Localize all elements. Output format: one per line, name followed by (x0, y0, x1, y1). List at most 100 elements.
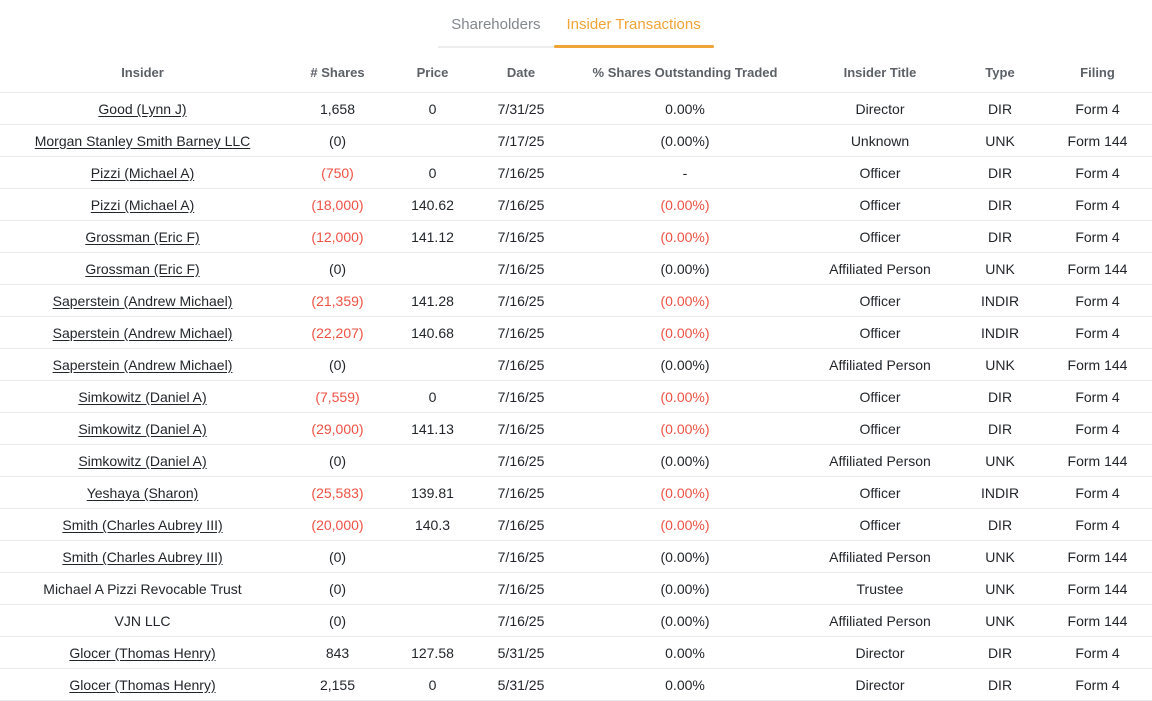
type-cell: UNK (985, 132, 1015, 149)
price-cell: 140.3 (414, 516, 451, 533)
type-cell: DIR (987, 100, 1013, 117)
pct-shares-traded-cell: (0.00%) (660, 484, 710, 501)
table-row: Saperstein (Andrew Michael) (0) 7/16/25 (0.… (0, 348, 1152, 381)
pct-shares-traded-cell: 0.00% (665, 644, 705, 661)
filing-cell: Form 144 (1067, 452, 1128, 469)
insider-title-cell: Officer (859, 228, 901, 245)
filing-cell: Form 4 (1075, 676, 1120, 693)
price-cell: 127.58 (411, 644, 454, 661)
table-row: Simkowitz (Daniel A) (29,000) 141.13 7/16/2… (0, 412, 1152, 445)
insider-link[interactable]: Glocer (Thomas Henry) (69, 676, 216, 693)
insider-link[interactable]: Saperstein (Andrew Michael) (52, 356, 233, 373)
insider-link[interactable]: Grossman (Eric F) (85, 228, 200, 245)
shares-cell: 2,155 (319, 676, 356, 693)
filing-cell: Form 4 (1075, 388, 1120, 405)
insider-title-cell: Affiliated Person (829, 260, 931, 277)
tab-insider-transactions[interactable]: Insider Transactions (553, 6, 714, 48)
date-cell: 7/16/25 (497, 420, 545, 437)
pct-shares-traded-cell: (0.00%) (660, 260, 710, 277)
table-row: Glocer (Thomas Henry) 2,155 0 5/31/25 0.00% D… (0, 668, 1152, 701)
column-header-6[interactable]: Type (957, 50, 1043, 93)
tab-shareholders[interactable]: Shareholders (438, 6, 554, 48)
table-row: Pizzi (Michael A) (750) 0 7/16/25 - Officer DI… (0, 156, 1152, 189)
column-header-2[interactable]: Price (390, 50, 475, 93)
table-row: Simkowitz (Daniel A) (7,559) 0 7/16/25 (0.00… (0, 380, 1152, 413)
table-header-row: Insider # Shares Price Date% Shares Outstan… (0, 50, 1152, 93)
insider-title-cell: Trustee (856, 580, 904, 597)
insider-title-cell: Affiliated Person (829, 612, 931, 629)
shares-cell: (7,559) (315, 388, 360, 405)
shares-cell: (0) (328, 580, 347, 597)
column-header-1[interactable]: # Shares (285, 50, 390, 93)
insider-link[interactable]: Simkowitz (Daniel A) (78, 388, 207, 405)
insider-link[interactable]: Simkowitz (Daniel A) (78, 420, 207, 437)
table-row: Morgan Stanley Smith Barney LLC (0) 7/17/2… (0, 124, 1152, 157)
type-cell: DIR (987, 420, 1013, 437)
insider-link[interactable]: Simkowitz (Daniel A) (78, 452, 207, 469)
type-cell: UNK (985, 612, 1015, 629)
date-cell: 7/16/25 (497, 612, 545, 629)
type-cell: INDIR (980, 292, 1020, 309)
column-header-5[interactable]: Insider Title (803, 50, 957, 93)
table-row: Good (Lynn J) 1,658 0 7/31/25 0.00% Director D… (0, 92, 1152, 125)
pct-shares-traded-cell: (0.00%) (660, 612, 710, 629)
shares-cell: 1,658 (319, 100, 356, 117)
filing-cell: Form 4 (1075, 164, 1120, 181)
pct-shares-traded-cell: (0.00%) (660, 580, 710, 597)
date-cell: 7/17/25 (497, 132, 545, 149)
table-row: Saperstein (Andrew Michael) (22,207) 140.6… (0, 316, 1152, 349)
table-row: Glocer (Thomas Henry) 843 127.58 5/31/25 0.0… (0, 636, 1152, 669)
filing-cell: Form 144 (1067, 132, 1128, 149)
column-header-7[interactable]: Filing (1043, 50, 1152, 93)
type-cell: UNK (985, 260, 1015, 277)
insider-link[interactable]: Good (Lynn J) (98, 100, 187, 117)
shares-cell: (22,207) (311, 324, 364, 341)
date-cell: 7/16/25 (497, 548, 545, 565)
table-row: Simkowitz (Daniel A) (0) 7/16/25 (0.00%) Aff… (0, 444, 1152, 477)
column-header-3[interactable]: Date (475, 50, 567, 93)
date-cell: 7/16/25 (497, 388, 545, 405)
price-cell: 139.81 (411, 484, 454, 501)
shares-cell: (29,000) (311, 420, 364, 437)
type-cell: UNK (985, 580, 1015, 597)
price-cell: 0 (428, 676, 437, 693)
filing-cell: Form 144 (1067, 260, 1128, 277)
column-header-4[interactable]: % Shares Outstanding Traded (567, 50, 803, 93)
table-row: Smith (Charles Aubrey III) (20,000) 140.3 7… (0, 508, 1152, 541)
insider-title-cell: Officer (859, 164, 901, 181)
column-header-0[interactable]: Insider (0, 50, 285, 93)
pct-shares-traded-cell: (0.00%) (660, 292, 710, 309)
pct-shares-traded-cell: (0.00%) (660, 196, 710, 213)
type-cell: INDIR (980, 324, 1020, 341)
date-cell: 7/16/25 (497, 292, 545, 309)
insider-link[interactable]: Pizzi (Michael A) (90, 164, 195, 181)
date-cell: 7/16/25 (497, 356, 545, 373)
price-cell: 141.12 (411, 228, 454, 245)
insider-title-cell: Officer (859, 484, 901, 501)
shares-cell: (0) (328, 260, 347, 277)
pct-shares-traded-cell: 0.00% (665, 676, 705, 693)
insider-title-cell: Officer (859, 388, 901, 405)
insider-link[interactable]: Smith (Charles Aubrey III) (62, 548, 223, 565)
pct-shares-traded-cell: (0.00%) (660, 388, 710, 405)
insider-link[interactable]: Glocer (Thomas Henry) (69, 644, 216, 661)
price-cell: 140.62 (411, 196, 454, 213)
insider-link[interactable]: Yeshaya (Sharon) (86, 484, 199, 501)
insider-link[interactable]: Morgan Stanley Smith Barney LLC (34, 132, 251, 149)
table-row: Smith (Charles Aubrey III) (0) 7/16/25 (0.0… (0, 540, 1152, 573)
insider-title-cell: Officer (859, 324, 901, 341)
insider-title-cell: Unknown (850, 132, 910, 149)
filing-cell: Form 4 (1075, 644, 1120, 661)
insider-link[interactable]: Smith (Charles Aubrey III) (62, 516, 223, 533)
filing-cell: Form 144 (1067, 356, 1128, 373)
price-cell: 140.68 (411, 324, 454, 341)
insider-link[interactable]: Pizzi (Michael A) (90, 196, 195, 213)
insider-link[interactable]: Saperstein (Andrew Michael) (52, 292, 233, 309)
shares-cell: (0) (328, 452, 347, 469)
price-cell: 0 (428, 100, 437, 117)
insider-link[interactable]: Saperstein (Andrew Michael) (52, 324, 233, 341)
insider-title-cell: Director (855, 676, 905, 693)
filing-cell: Form 144 (1067, 612, 1128, 629)
date-cell: 5/31/25 (497, 644, 545, 661)
insider-link[interactable]: Grossman (Eric F) (85, 260, 200, 277)
